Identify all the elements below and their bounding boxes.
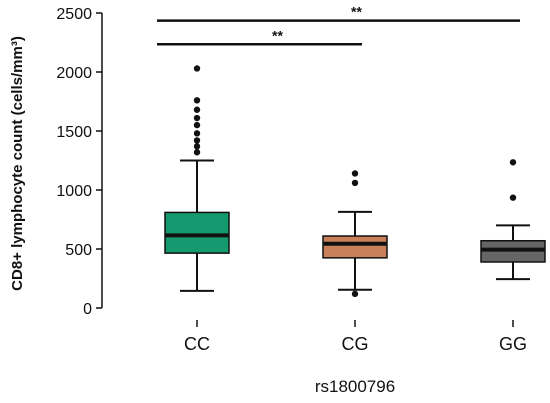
y-tick-label: 2000 — [56, 65, 92, 82]
box-CG — [322, 170, 388, 298]
y-tick-label: 500 — [65, 242, 92, 259]
outlier-point — [509, 194, 517, 201]
x-axis: CC CG GG — [184, 320, 527, 354]
y-tick-label: 1000 — [56, 183, 92, 200]
significance-label: ** — [351, 4, 362, 20]
y-axis-title: CD8+ lymphocyte count (cells/mm³) — [9, 36, 26, 291]
outlier-point — [193, 149, 201, 156]
box-GG — [480, 159, 546, 281]
outlier-point — [193, 137, 201, 144]
x-tick-label: CG — [342, 334, 369, 354]
outlier-point — [193, 65, 201, 72]
outlier-point — [351, 290, 359, 298]
outlier-point — [193, 121, 201, 129]
significance-layer: ** ** — [157, 4, 520, 46]
outlier-point — [193, 114, 201, 122]
outlier-point — [193, 143, 201, 150]
outlier-point — [193, 106, 201, 113]
outlier-point — [193, 97, 201, 104]
y-tick-label: 1500 — [56, 124, 92, 141]
x-tick-label: CC — [184, 334, 210, 354]
outlier-point — [351, 179, 359, 187]
box-CC — [164, 65, 230, 292]
x-tick-label: GG — [499, 334, 527, 354]
box-iqr — [164, 211, 230, 254]
boxes-layer — [164, 65, 546, 298]
y-tick-label: 0 — [83, 301, 92, 318]
y-axis: 0 500 1000 1500 2000 2500 — [56, 6, 103, 318]
x-axis-title: rs1800796 — [315, 377, 395, 396]
outlier-point — [509, 159, 517, 166]
y-tick-label: 2500 — [56, 6, 92, 23]
significance-label: ** — [272, 27, 283, 43]
box-iqr — [322, 235, 388, 259]
outlier-point — [351, 170, 359, 177]
outlier-point — [193, 130, 201, 137]
